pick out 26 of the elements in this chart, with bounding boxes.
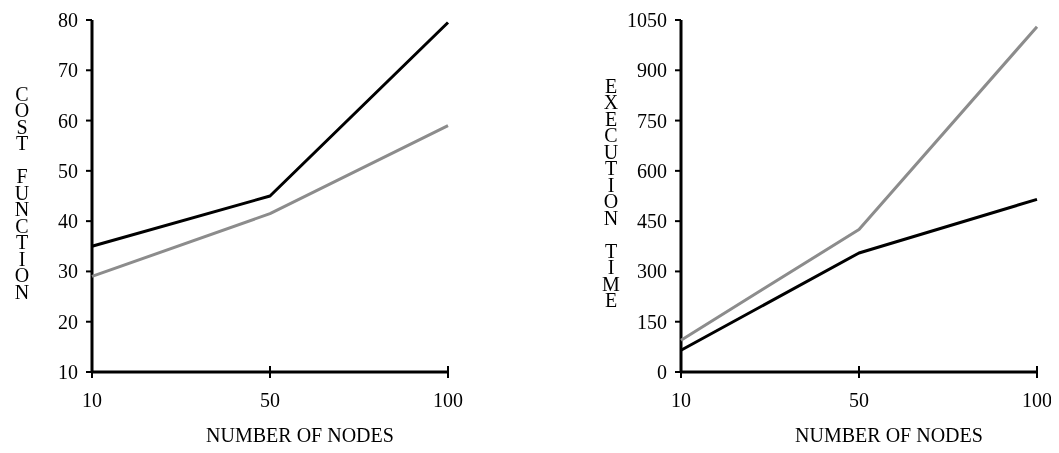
y-tick-label: 80: [58, 9, 78, 31]
x-tick-label: 50: [260, 389, 280, 411]
y-tick-label: 0: [657, 361, 667, 383]
x-tick-label: 100: [1022, 389, 1052, 411]
y-tick-label: 150: [637, 310, 667, 333]
y-tick-label: 300: [637, 260, 667, 283]
y-tick-label: 600: [637, 159, 667, 182]
y-tick-label: 1050: [627, 9, 667, 31]
y-tick-label: 750: [637, 109, 667, 132]
y-tick-label: 30: [58, 260, 78, 283]
y-tick-label: 20: [58, 310, 78, 333]
x-tick-label: 10: [671, 389, 691, 411]
text: COST FUNCTION: [14, 82, 30, 303]
y-tick-label: 900: [637, 59, 667, 82]
y-tick-label: 70: [58, 59, 78, 82]
x-axis-title: NUMBER OF NODES: [795, 424, 983, 446]
y-tick-label: 40: [58, 210, 78, 233]
y-tick-label: 50: [58, 159, 78, 182]
y-tick-label: 60: [58, 109, 78, 132]
x-axis-title: NUMBER OF NODES: [206, 424, 394, 446]
x-tick-label: 50: [849, 389, 869, 411]
y-tick-label: 10: [58, 361, 78, 383]
x-tick-label: 10: [82, 389, 102, 411]
y-tick-label: 450: [637, 210, 667, 233]
text: EXECUTION TIME: [602, 74, 620, 311]
x-tick-label: 100: [433, 389, 463, 411]
